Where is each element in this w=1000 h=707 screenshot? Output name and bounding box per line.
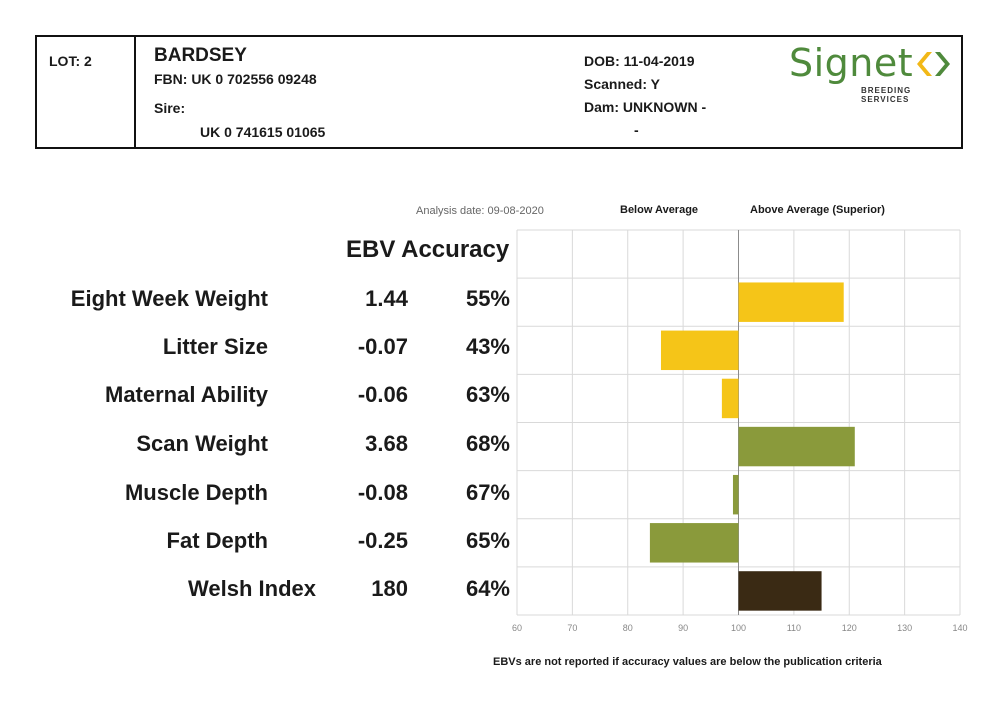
trait-accuracy: 63% [465,382,510,407]
footnote: EBVs are not reported if accuracy values… [493,656,882,668]
dam-info-cont: - [634,122,639,138]
bar [738,426,855,467]
bar [660,330,739,371]
header-divider [134,37,136,147]
animal-name: BARDSEY [154,45,247,66]
trait-accuracy: 65% [465,528,510,553]
logo-word: Signet [789,41,914,85]
trait-label: Muscle Depth [124,480,268,505]
x-tick-label: 120 [842,623,857,633]
trait-label: Eight Week Weight [70,286,268,311]
logo-subtitle: BREEDING SERVICES [861,86,912,104]
logo-chevrons-icon [917,52,950,76]
x-tick-label: 90 [678,623,688,633]
trait-label: Welsh Index [188,576,316,601]
trait-label: Litter Size [162,334,268,359]
x-tick-label: 140 [952,623,967,633]
trait-label: Fat Depth [166,528,268,553]
trait-ebv: 180 [371,576,408,601]
x-tick-label: 130 [897,623,912,633]
x-tick-label: 80 [623,623,633,633]
trait-ebv: -0.25 [357,528,408,553]
bar [738,282,844,322]
signet-logo: Signet BREEDING SERVICES [789,41,959,104]
trait-accuracy: 43% [465,334,510,359]
analysis-date: Analysis date: 09-08-2020 [416,205,544,217]
lot-number: LOT: 2 [49,53,92,69]
sire-label: Sire: [154,100,186,116]
trait-ebv: 3.68 [365,431,408,456]
x-tick-label: 100 [731,623,746,633]
bar [732,474,739,515]
bar [649,523,739,563]
trait-accuracy: 55% [465,286,510,311]
x-tick-label: 110 [787,623,801,633]
trait-label: Scan Weight [136,431,268,456]
fbn-number: FBN: UK 0 702556 09248 [154,71,317,87]
trait-ebv: 1.44 [365,286,408,311]
trait-ebv: -0.07 [357,334,408,359]
x-tick-label: 70 [567,623,577,633]
date-of-birth: DOB: 11-04-2019 [584,53,695,69]
bar [721,378,739,419]
trait-accuracy: 68% [465,431,510,456]
trait-accuracy: 67% [465,480,510,505]
animal-header: LOT: 2 BARDSEY FBN: UK 0 702556 09248 Si… [35,35,963,149]
x-tick-label: 60 [512,623,522,633]
trait-accuracy: 64% [465,576,510,601]
trait-ebv: -0.06 [357,382,408,407]
dam-info: Dam: UNKNOWN - [584,99,707,115]
ebv-accuracy-header: EBV Accuracy [346,236,510,263]
sire-value: UK 0 741615 01065 [200,124,326,140]
scanned-status: Scanned: Y [584,76,660,92]
below-average-label: Below Average [620,204,699,216]
trait-label: Maternal Ability [105,382,268,407]
trait-ebv: -0.08 [357,480,408,505]
above-average-label: Above Average (Superior) [750,204,885,216]
bar [738,571,822,611]
